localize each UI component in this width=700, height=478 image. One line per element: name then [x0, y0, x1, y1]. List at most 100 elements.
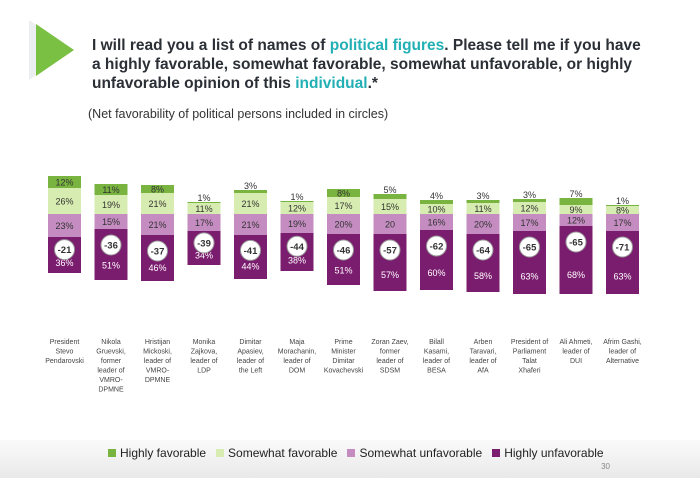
page-number: 30	[601, 462, 610, 471]
bar-highly-favorable	[513, 199, 546, 202]
category-label: leader of	[423, 358, 450, 365]
category-label: LDP	[197, 368, 211, 375]
label-somewhat-unfavorable: 19%	[288, 219, 306, 229]
label-somewhat-favorable: 11%	[195, 204, 212, 214]
bar-somewhat-favorable	[513, 202, 546, 214]
net-circle	[612, 236, 633, 258]
label-highly-favorable: 8%	[151, 185, 164, 195]
label-highly-favorable: 1%	[616, 196, 629, 206]
legend-swatch	[492, 449, 501, 457]
legend-item: Highly unfavorable	[492, 446, 604, 460]
bar-highly-favorable	[606, 205, 639, 206]
legend-item: Highly favorable	[108, 446, 206, 460]
label-somewhat-favorable: 12%	[288, 204, 306, 214]
label-somewhat-unfavorable: 15%	[102, 217, 120, 227]
bar-somewhat-favorable	[327, 197, 360, 214]
label-somewhat-favorable: 11%	[474, 204, 491, 214]
label-highly-unfavorable: 68%	[567, 270, 585, 280]
label-highly-unfavorable: 58%	[474, 271, 492, 281]
category-label: Apasiev,	[237, 349, 263, 356]
footer-bar	[0, 440, 700, 478]
category-label: President of	[511, 339, 548, 346]
net-value: -41	[244, 246, 258, 257]
net-circle	[565, 231, 587, 253]
legend-label: Highly unfavorable	[504, 446, 604, 460]
category-label: Dimitar	[239, 339, 262, 346]
category-label: Zajkova,	[191, 349, 218, 356]
label-somewhat-unfavorable: 20%	[334, 220, 352, 230]
category-label: DPMNE	[145, 377, 171, 384]
bar-somewhat-unfavorable	[94, 214, 128, 229]
label-somewhat-unfavorable: 17%	[613, 218, 631, 228]
category-label: Mickoski,	[143, 349, 172, 356]
net-value: -44	[290, 242, 304, 253]
bar-somewhat-favorable	[187, 203, 221, 214]
category-label: leader of	[237, 358, 264, 365]
label-somewhat-unfavorable: 20	[385, 220, 395, 230]
bar-somewhat-favorable	[606, 206, 639, 214]
bar-highly-favorable	[187, 202, 221, 203]
net-value: -62	[430, 242, 444, 253]
label-highly-favorable: 3%	[244, 181, 257, 191]
legend-swatch	[347, 449, 356, 457]
slide-indicator	[320, 6, 380, 12]
question-part-3: .*	[367, 75, 378, 92]
legend-swatch	[108, 449, 116, 457]
chart-subtitle: (Net favorability of political persons i…	[88, 107, 389, 121]
bar-highly-favorable	[466, 200, 500, 203]
label-somewhat-unfavorable: 20%	[474, 220, 492, 230]
label-somewhat-unfavorable: 21%	[148, 220, 166, 230]
bar-somewhat-favorable	[94, 195, 128, 214]
legend-item: Somewhat unfavorable	[347, 446, 482, 460]
question-part-2: . Please tell me if you have a highly fa…	[92, 37, 641, 92]
net-circle	[147, 240, 168, 262]
label-highly-favorable: 1%	[290, 192, 303, 202]
category-label: DUI	[570, 358, 582, 365]
net-circle	[426, 235, 447, 257]
legend-label: Highly favorable	[120, 446, 207, 460]
bar-somewhat-unfavorable	[280, 214, 314, 233]
net-circle	[519, 236, 540, 258]
bar-highly-favorable	[373, 194, 407, 199]
bar-highly-favorable	[48, 176, 81, 188]
bar-somewhat-unfavorable	[373, 214, 407, 234]
category-label: Parliament	[513, 349, 547, 356]
category-label: Nikola	[101, 339, 121, 346]
legend-label: Somewhat unfavorable	[359, 446, 483, 460]
label-somewhat-favorable: 19%	[102, 200, 120, 210]
label-highly-favorable: 3%	[523, 190, 536, 200]
question-text: I will read you a list of names of polit…	[92, 36, 652, 93]
bar-somewhat-favorable	[373, 199, 407, 214]
bar-somewhat-unfavorable	[327, 214, 360, 234]
bar-somewhat-favorable	[280, 202, 314, 214]
label-highly-unfavorable: 46%	[148, 263, 166, 273]
category-label: Prime	[334, 339, 352, 346]
net-value: -65	[523, 243, 537, 254]
category-label: leader of	[97, 368, 124, 375]
category-label: Gruevski,	[96, 349, 126, 356]
net-circle	[193, 232, 215, 254]
favorability-chart: 12% 26% 23% 36% -21 President Stevo Pendarovski…	[45, 176, 642, 394]
category-label: AfA	[477, 368, 489, 375]
bar-highly-favorable	[94, 184, 128, 195]
net-circle	[472, 239, 494, 261]
label-somewhat-favorable: 10%	[427, 205, 445, 215]
net-value: -39	[197, 238, 211, 249]
bar-highly-favorable	[420, 200, 453, 204]
label-highly-favorable: 4%	[430, 191, 443, 201]
bar-somewhat-favorable	[466, 203, 500, 214]
category-label: Zoran Zaev,	[371, 339, 408, 346]
bar-highly-favorable	[141, 185, 174, 193]
net-value: -36	[104, 241, 118, 252]
chevron-arrow-icon	[36, 24, 74, 76]
bar-highly-favorable	[280, 201, 314, 202]
bar-somewhat-unfavorable	[234, 214, 267, 235]
label-somewhat-favorable: 21%	[148, 199, 166, 209]
label-highly-favorable: 1%	[197, 193, 210, 203]
category-label: Kasami,	[424, 349, 449, 356]
bar-somewhat-unfavorable	[606, 214, 639, 231]
bar-highly-favorable	[559, 198, 593, 205]
category-label: Kovachevski	[324, 368, 364, 375]
label-somewhat-unfavorable: 12%	[567, 216, 585, 226]
legend-label: Somewhat favorable	[228, 446, 338, 460]
